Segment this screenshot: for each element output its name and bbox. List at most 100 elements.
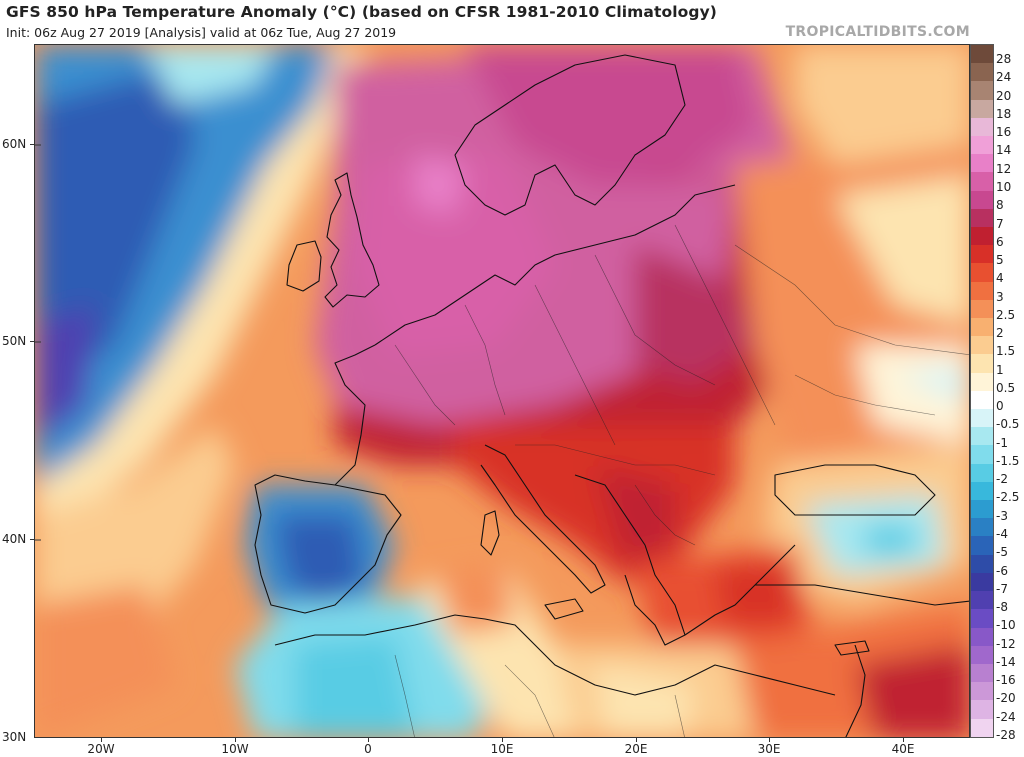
legend-label: 14 <box>996 143 1012 158</box>
legend-label: 2.5 <box>996 307 1016 322</box>
legend-swatch <box>971 500 993 519</box>
legend-label: 20 <box>996 88 1012 103</box>
legend-label: -16 <box>996 673 1016 688</box>
lon-tick <box>368 738 369 742</box>
coastlines <box>254 54 969 737</box>
legend-swatch <box>971 63 993 82</box>
legend-swatch <box>971 372 993 391</box>
legend-label: -5 <box>996 545 1008 560</box>
lon-label-10e: 10E <box>490 742 514 756</box>
brand-watermark: TROPICALTIDBITS.COM <box>785 24 970 40</box>
legend-label: -6 <box>996 563 1008 578</box>
legend-label: 0 <box>996 399 1004 414</box>
lon-label-20w: 20W <box>87 742 115 756</box>
lat-tick <box>30 341 34 342</box>
lat-label-60n: 60N <box>2 137 27 151</box>
legend-label: -20 <box>996 691 1016 706</box>
legend-swatch <box>971 263 993 282</box>
legend-swatch <box>971 554 993 573</box>
legend-swatch <box>971 682 993 701</box>
legend-swatch <box>971 354 993 373</box>
legend-label: 0.5 <box>996 380 1016 395</box>
legend-swatch <box>971 609 993 628</box>
legend-swatch <box>971 700 993 719</box>
lat-tick <box>30 539 34 540</box>
lon-label-10w: 10W <box>221 742 249 756</box>
lon-tick <box>235 738 236 742</box>
legend-swatch <box>971 518 993 537</box>
legend-swatch <box>971 208 993 228</box>
legend-label: 4 <box>996 271 1004 286</box>
lon-tick <box>502 738 503 742</box>
legend-swatch <box>971 645 993 664</box>
graticule-ticks <box>35 144 41 541</box>
lat-label-30n: 30N <box>2 730 27 744</box>
legend-label: -1 <box>996 435 1008 450</box>
legend-swatch <box>971 172 993 191</box>
legend-label: -10 <box>996 618 1016 633</box>
legend-swatch <box>971 81 993 100</box>
anomaly-map[interactable] <box>34 44 970 738</box>
legend-swatch <box>971 536 993 555</box>
legend-label: -1.5 <box>996 453 1020 468</box>
legend-label: 12 <box>996 161 1012 176</box>
lon-label-20e: 20E <box>624 742 648 756</box>
legend-label: 6 <box>996 234 1004 249</box>
legend-label: 1 <box>996 362 1004 377</box>
legend-label: -2 <box>996 472 1008 487</box>
borders <box>394 224 969 737</box>
legend-label: 7 <box>996 216 1004 231</box>
legend-label: -7 <box>996 581 1008 596</box>
legend-swatch <box>971 299 993 319</box>
legend-label: -2.5 <box>996 490 1020 505</box>
legend-swatch <box>971 281 993 300</box>
legend-swatch <box>971 318 993 337</box>
legend-label: 3 <box>996 289 1004 304</box>
legend-label: -8 <box>996 600 1008 615</box>
legend-label: -28 <box>996 727 1016 742</box>
legend-swatch <box>971 591 993 610</box>
legend-swatch <box>971 390 993 410</box>
legend-swatch <box>971 45 993 64</box>
lon-tick <box>636 738 637 742</box>
legend-swatch <box>971 136 993 155</box>
lon-tick <box>101 738 102 742</box>
legend-label: 8 <box>996 198 1004 213</box>
legend-swatch <box>971 117 993 137</box>
legend-swatch <box>971 481 993 501</box>
legend-label: 5 <box>996 253 1004 268</box>
lat-label-50n: 50N <box>2 334 27 348</box>
lat-tick <box>30 144 34 145</box>
legend-swatch <box>971 99 993 118</box>
legend-label: -14 <box>996 654 1016 669</box>
legend-swatch <box>971 445 993 464</box>
lon-label-0: 0 <box>364 742 372 756</box>
legend-swatch <box>971 427 993 446</box>
legend-label: -0.5 <box>996 417 1020 432</box>
legend-label: 16 <box>996 125 1012 140</box>
anomaly-field <box>35 45 969 737</box>
legend-swatch <box>971 190 993 209</box>
legend-swatch <box>971 463 993 482</box>
legend-label: 18 <box>996 106 1012 121</box>
lat-label-40n: 40N <box>2 532 27 546</box>
legend-label: -24 <box>996 709 1016 724</box>
legend-label: 24 <box>996 70 1012 85</box>
legend-label: 2 <box>996 326 1004 341</box>
legend-swatch <box>971 227 993 246</box>
color-legend <box>970 44 994 738</box>
legend-swatch <box>971 718 993 737</box>
legend-label: -4 <box>996 526 1008 541</box>
legend-swatch <box>971 663 993 683</box>
legend-swatch <box>971 336 993 355</box>
legend-label: 28 <box>996 52 1012 67</box>
lon-tick <box>769 738 770 742</box>
legend-swatch <box>971 627 993 646</box>
lon-label-30e: 30E <box>757 742 781 756</box>
legend-label: -3 <box>996 508 1008 523</box>
legend-label: -12 <box>996 636 1016 651</box>
legend-label: 10 <box>996 179 1012 194</box>
legend-swatch <box>971 572 993 592</box>
lon-tick <box>903 738 904 742</box>
legend-label: 1.5 <box>996 344 1016 359</box>
